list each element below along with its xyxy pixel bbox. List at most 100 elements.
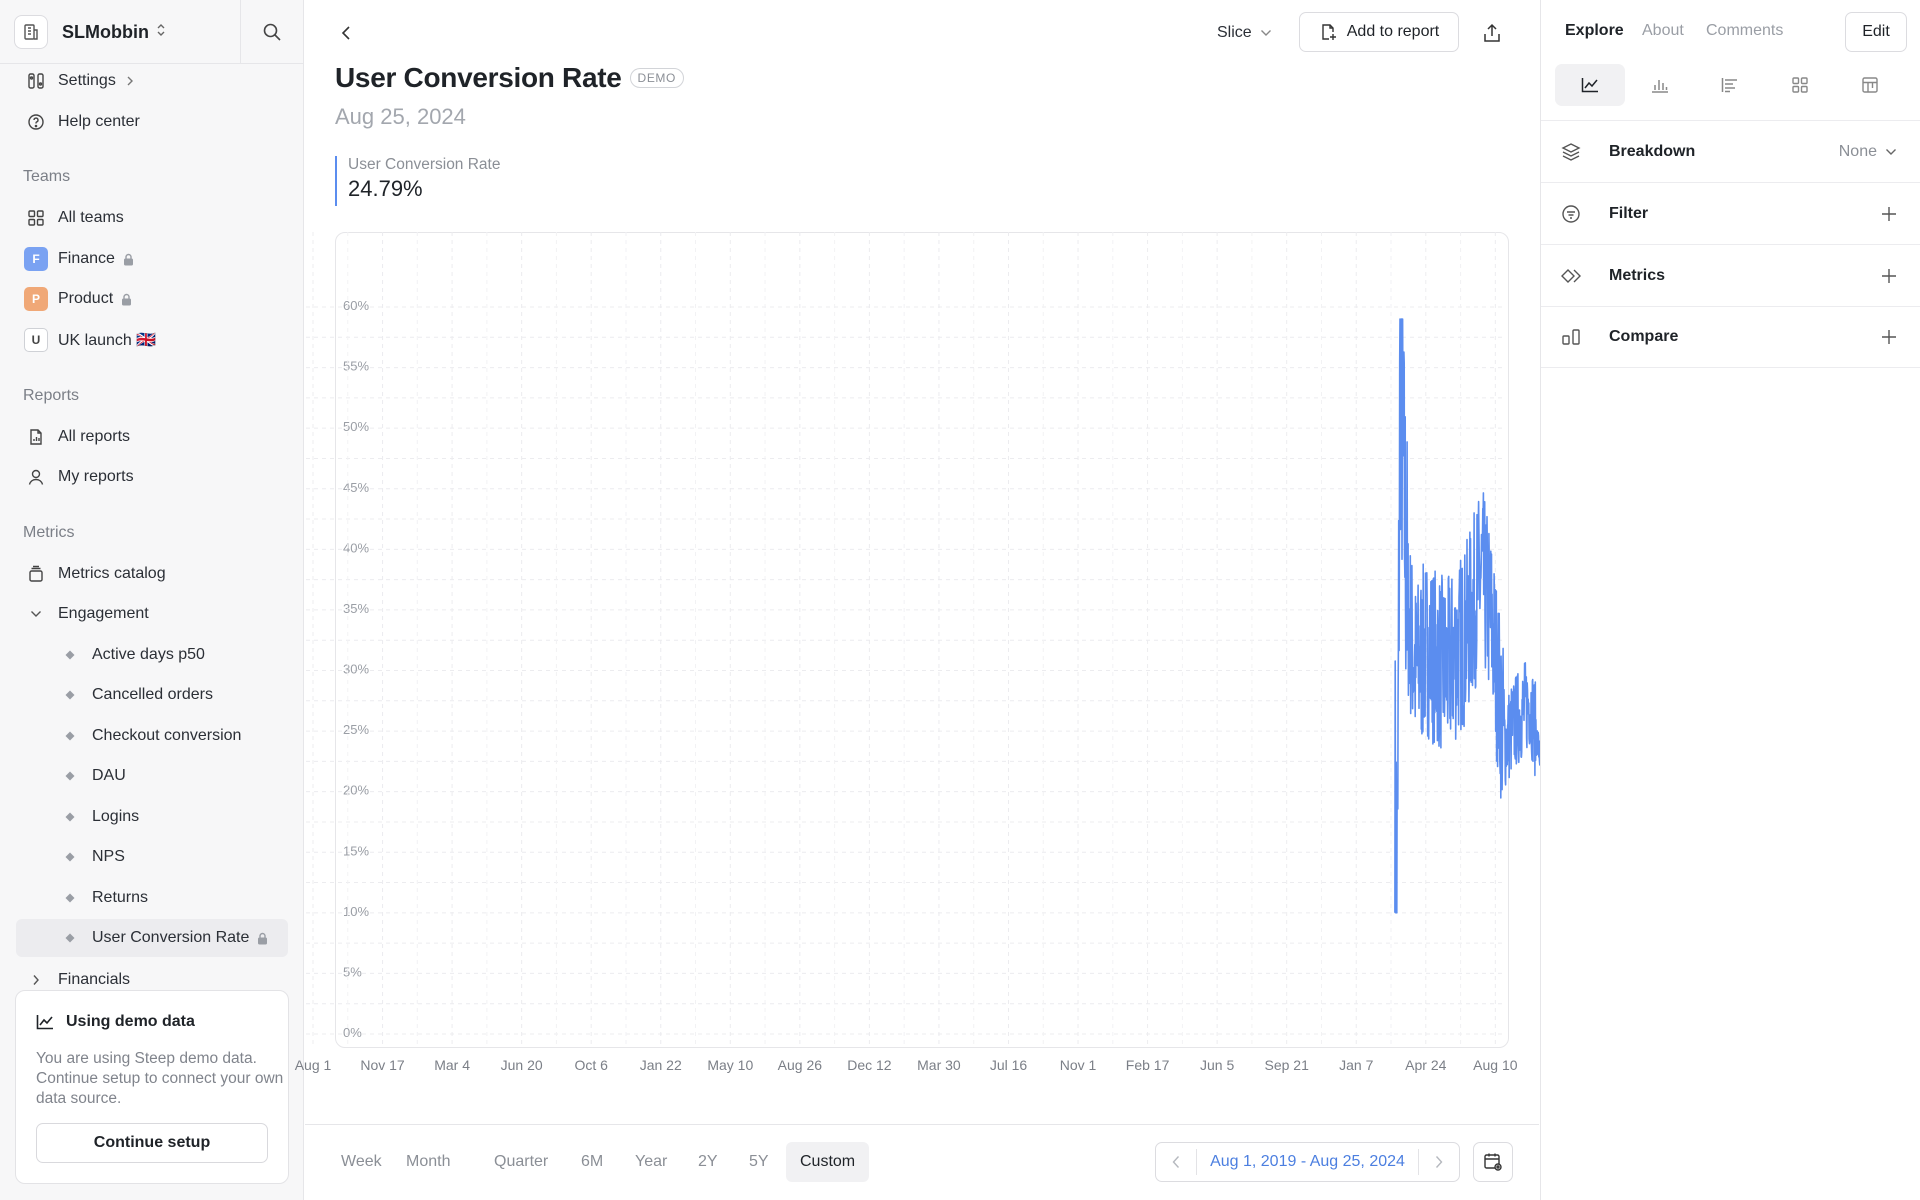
breakdown-row[interactable]: Breakdown None (1541, 120, 1920, 182)
metric-item-label: Checkout conversion (92, 727, 242, 744)
add-compare-button[interactable] (1873, 329, 1897, 345)
line-chart-icon (1581, 78, 1598, 93)
sidebar-item-label: Help center (58, 113, 140, 130)
chevron-down-icon (1260, 30, 1271, 36)
range-5y[interactable]: 5Y (749, 1153, 769, 1170)
diamond-icon (52, 690, 88, 700)
x-tick-label: Jun 20 (501, 1057, 543, 1073)
report-icon (18, 428, 54, 446)
sidebar-item-all-reports[interactable]: All reports (16, 418, 288, 456)
add-filter-button[interactable] (1873, 206, 1897, 222)
x-tick-label: Jun 5 (1200, 1057, 1234, 1073)
metrics-row[interactable]: Metrics (1541, 244, 1920, 306)
chevron-left-icon (341, 26, 350, 40)
metric-item-nps[interactable]: NPS (16, 838, 288, 876)
sidebar-item-uk-launch[interactable]: U UK launch 🇬🇧 (16, 321, 288, 359)
sidebar-item-financials[interactable]: Financials (16, 961, 288, 999)
plus-icon (1882, 330, 1896, 344)
compare-row[interactable]: Compare (1541, 306, 1920, 368)
slice-dropdown[interactable]: Slice (1217, 18, 1272, 48)
x-tick-label: Feb 17 (1126, 1057, 1170, 1073)
metric-item-label: DAU (92, 767, 126, 784)
range-year[interactable]: Year (635, 1153, 668, 1170)
sidebar-item-help-center[interactable]: Help center (16, 103, 288, 141)
date-range-value[interactable]: Aug 1, 2019 - Aug 25, 2024 (1210, 1153, 1405, 1170)
y-tick-label: 0% (343, 1025, 362, 1040)
viz-bar-button[interactable] (1625, 64, 1695, 106)
sidebar-item-all-teams[interactable]: All teams (16, 199, 288, 237)
range-custom[interactable]: Custom (786, 1142, 870, 1182)
metric-item-dau[interactable]: DAU (16, 757, 288, 795)
horizontal-bar-icon (1721, 78, 1737, 93)
viz-table-button[interactable] (1835, 64, 1905, 106)
viz-line-button[interactable] (1555, 64, 1625, 106)
sidebar-item-my-reports[interactable]: My reports (16, 458, 288, 496)
demo-card-text: You are using Steep demo data. Continue … (36, 1050, 284, 1107)
metric-item-label: Cancelled orders (92, 686, 213, 703)
range-week[interactable]: Week (341, 1153, 382, 1170)
tab-about[interactable]: About (1642, 22, 1684, 39)
sidebar-item-label: Engagement (58, 605, 149, 622)
team-badge: U (24, 328, 48, 352)
settings-icon (18, 72, 54, 90)
next-range-button[interactable] (1419, 1143, 1459, 1181)
add-to-report-label: Add to report (1346, 23, 1440, 40)
edit-button[interactable]: Edit (1845, 12, 1907, 52)
range-month[interactable]: Month (406, 1153, 451, 1170)
metric-item-user-conversion-rate[interactable]: User Conversion Rate (16, 919, 288, 957)
filter-row[interactable]: Filter (1541, 182, 1920, 244)
sidebar-item-label: Financials (58, 971, 131, 988)
x-tick-label: Nov 1 (1060, 1057, 1097, 1073)
page-date: Aug 25, 2024 (335, 104, 466, 129)
metric-item-returns[interactable]: Returns (16, 879, 288, 917)
prev-range-button[interactable] (1156, 1143, 1196, 1181)
sidebar-item-finance[interactable]: F Finance (16, 240, 288, 278)
add-metric-button[interactable] (1873, 268, 1897, 284)
tab-explore[interactable]: Explore (1565, 22, 1624, 39)
metric-item-cancelled-orders[interactable]: Cancelled orders (16, 676, 288, 714)
title-row: User Conversion Rate DEMO (335, 62, 684, 94)
lock-icon (121, 293, 132, 306)
tab-comments[interactable]: Comments (1706, 22, 1784, 39)
main-content: Slice Add to report User Conversion Rate… (305, 0, 1539, 1200)
y-tick-label: 15% (343, 843, 369, 858)
diamond-icon (52, 812, 88, 822)
range-quarter[interactable]: Quarter (494, 1153, 549, 1170)
workspace-switcher[interactable]: SLMobbin (14, 14, 167, 50)
viz-grid-button[interactable] (1765, 64, 1835, 106)
diamond-icon (52, 731, 88, 741)
viz-horizontal-bar-button[interactable] (1695, 64, 1765, 106)
add-to-report-button[interactable]: Add to report (1299, 12, 1459, 52)
chevron-left-icon (1172, 1156, 1180, 1168)
search-button[interactable] (258, 18, 286, 46)
range-6m[interactable]: 6M (581, 1153, 604, 1170)
right-panel: Explore About Comments Edit Breakdown No… (1540, 0, 1920, 1200)
building-icon (14, 15, 48, 49)
sidebar-item-settings[interactable]: Settings (16, 62, 288, 100)
range-2y[interactable]: 2Y (698, 1153, 718, 1170)
chevron-right-icon (18, 974, 54, 986)
metric-item-checkout-conversion[interactable]: Checkout conversion (16, 717, 288, 755)
calendar-settings-button[interactable] (1473, 1142, 1513, 1182)
sidebar-item-product[interactable]: P Product (16, 280, 288, 318)
x-tick-label: Jan 7 (1339, 1057, 1373, 1073)
sidebar-item-label: My reports (58, 468, 134, 485)
demo-card-title: Using demo data (36, 1013, 195, 1031)
back-button[interactable] (333, 20, 359, 46)
metric-item-active-days-p50[interactable]: Active days p50 (16, 636, 288, 674)
share-button[interactable] (1477, 18, 1507, 48)
divider (1418, 1149, 1419, 1175)
metric-item-logins[interactable]: Logins (16, 798, 288, 836)
page-title: User Conversion Rate (335, 62, 622, 93)
sidebar-item-label: Finance (58, 250, 115, 267)
continue-setup-button[interactable]: Continue setup (36, 1123, 268, 1163)
compare-label: Compare (1609, 328, 1679, 345)
metric-item-label: Returns (92, 889, 149, 906)
slice-label: Slice (1217, 24, 1252, 41)
y-tick-label: 55% (343, 359, 369, 374)
section-label-metrics: Metrics (23, 524, 75, 541)
sidebar-item-engagement[interactable]: Engagement (16, 595, 288, 633)
breakdown-dropdown[interactable]: None (1839, 143, 1897, 161)
sidebar-item-label: UK launch 🇬🇧 (58, 332, 157, 349)
sidebar-item-metrics-catalog[interactable]: Metrics catalog (16, 555, 288, 593)
